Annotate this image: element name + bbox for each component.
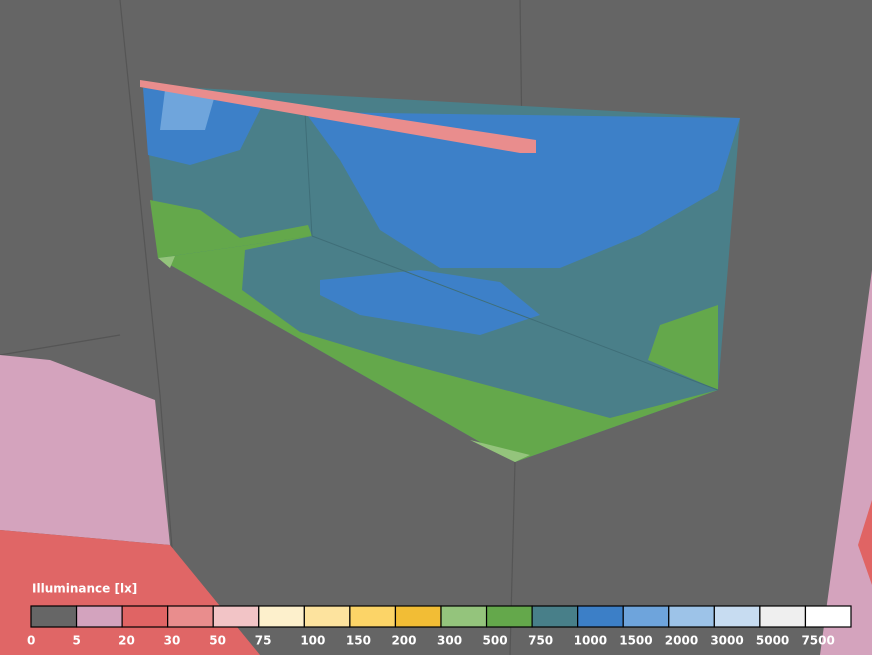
legend-swatch	[30, 605, 78, 628]
legend-title: Illuminance [lx]	[32, 582, 137, 596]
edge	[304, 111, 313, 237]
legend-label: 500	[483, 634, 508, 648]
legend-swatch	[485, 605, 533, 628]
surface-region	[0, 355, 170, 545]
legend-swatch	[668, 605, 715, 628]
surface-region	[858, 500, 872, 585]
legend-swatch	[622, 605, 670, 628]
legend-label: 300	[437, 634, 462, 648]
legend-swatch	[303, 605, 351, 628]
legend-label: 7500	[801, 634, 834, 648]
window-rim	[140, 80, 536, 153]
legend-label: 75	[255, 634, 272, 648]
legend-swatch	[577, 605, 624, 628]
legend-swatch	[258, 605, 305, 628]
legend-label: 1000	[574, 634, 607, 648]
legend-swatch	[713, 605, 761, 628]
legend: 0 5 20 30 50 75 100 150 200 300 500 750 1000 1500 2000…	[27, 605, 852, 648]
legend-label: 5	[73, 634, 81, 648]
legend-label: 3000	[710, 634, 743, 648]
legend-label: 50	[209, 634, 226, 648]
floor-region	[158, 256, 175, 268]
legend-swatch	[394, 605, 442, 628]
edge	[311, 235, 719, 391]
wall-region	[150, 200, 312, 258]
legend-label: 150	[346, 634, 371, 648]
wall-region	[160, 90, 215, 130]
floor-region	[320, 270, 540, 335]
legend-label: 20	[118, 634, 135, 648]
floor-region	[470, 440, 530, 462]
legend-swatch	[804, 605, 852, 628]
wall-region	[648, 305, 718, 390]
legend-swatch	[167, 605, 214, 628]
legend-label: 5000	[756, 634, 789, 648]
legend-label: 0	[27, 634, 35, 648]
edges	[0, 0, 523, 655]
legend-label: 30	[164, 634, 181, 648]
legend-label: 750	[528, 634, 553, 648]
legend-label: 200	[391, 634, 416, 648]
legend-label: 100	[300, 634, 325, 648]
legend-swatch	[212, 605, 260, 628]
wall-region	[305, 112, 740, 268]
legend-label: 2000	[665, 634, 698, 648]
legend-swatch	[440, 605, 488, 628]
legend-swatch	[75, 605, 123, 628]
legend-swatch	[121, 605, 169, 628]
legend-swatch	[531, 605, 579, 628]
legend-swatch	[349, 605, 397, 628]
legend-label: 1500	[619, 634, 652, 648]
surface-region	[820, 270, 872, 655]
legend-swatch	[759, 605, 807, 628]
